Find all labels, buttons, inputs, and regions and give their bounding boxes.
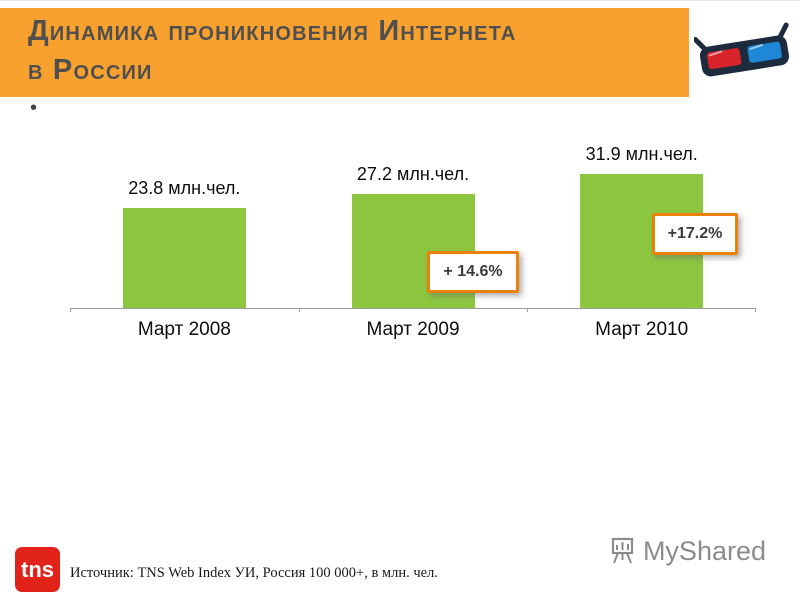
- bar-column-2009: 27.2 млн.чел.: [299, 141, 528, 308]
- presentation-screen-icon: [611, 537, 634, 564]
- slide-title: Динамика проникновения Интернета в Росси…: [28, 12, 517, 90]
- title-line-2: в России: [28, 54, 153, 86]
- bullet-point: •: [30, 97, 38, 119]
- bar-chart: 23.8 млн.чел. 27.2 млн.чел. 31.9 млн.чел…: [70, 141, 756, 356]
- x-axis-label-2009: Март 2009: [366, 319, 460, 340]
- title-line-1: Динамика проникновения Интернета: [28, 15, 517, 47]
- axis-tick: [755, 308, 756, 312]
- bar-column-2008: 23.8 млн.чел.: [70, 141, 299, 308]
- axis-tick: [298, 308, 300, 312]
- growth-callout-2010: +17.2%: [652, 213, 738, 255]
- x-axis-label-2010: Март 2010: [595, 319, 689, 340]
- x-axis-labels: Март 2008 Март 2009 Март 2010: [70, 319, 756, 341]
- bar-value-label: 31.9 млн.чел.: [585, 144, 698, 165]
- axis-tick: [527, 308, 529, 312]
- bar-value-label: 27.2 млн.чел.: [356, 163, 470, 184]
- bar-value-label: 23.8 млн.чел.: [128, 178, 241, 199]
- x-axis-label-2008: Март 2008: [137, 319, 231, 340]
- myshared-logo[interactable]: MyShared: [608, 535, 766, 567]
- chart-plot-area: 23.8 млн.чел. 27.2 млн.чел. 31.9 млн.чел…: [70, 141, 756, 309]
- 3d-glasses-image: [692, 19, 794, 87]
- growth-callout-2009: + 14.6%: [427, 251, 519, 293]
- axis-tick: [70, 308, 71, 312]
- 3d-glasses-icon: [692, 22, 789, 77]
- bar-march-2008: [122, 208, 246, 308]
- source-note: Источник: TNS Web Index УИ, Россия 100 0…: [70, 565, 438, 581]
- tns-logo: tns: [15, 547, 60, 592]
- myshared-logo-text: MyShared: [642, 535, 766, 566]
- slide-header: Динамика проникновения Интернета в Росси…: [0, 8, 689, 97]
